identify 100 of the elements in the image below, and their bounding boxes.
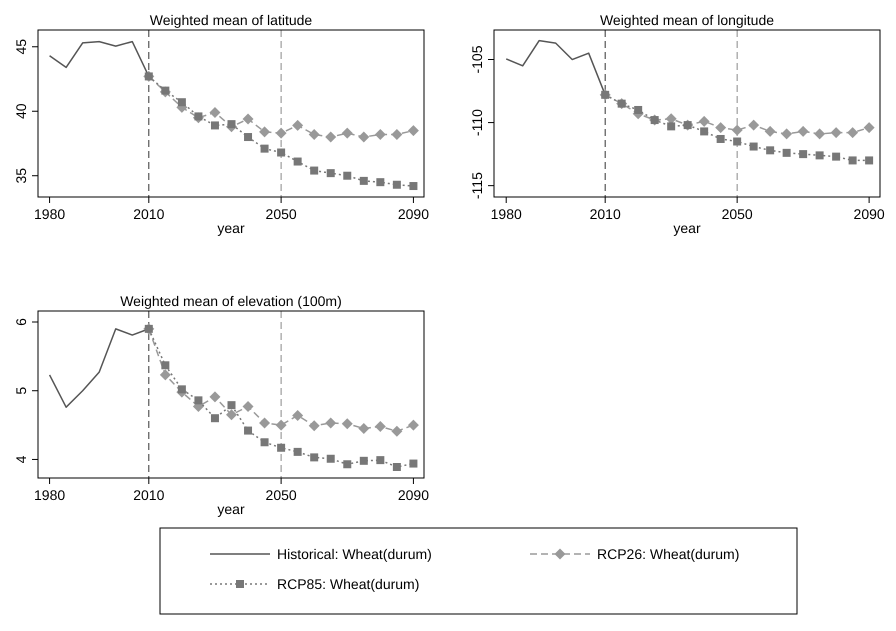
point — [209, 107, 220, 118]
point — [391, 128, 402, 140]
point — [161, 361, 170, 370]
x-tick-label: 2090 — [854, 206, 885, 222]
point — [178, 385, 186, 394]
point — [782, 148, 791, 157]
point — [226, 409, 237, 420]
y-tick-label: 5 — [13, 386, 29, 395]
point — [830, 127, 842, 138]
chart-title: Weighted mean of latitude — [150, 12, 312, 28]
point — [342, 128, 353, 139]
point — [244, 133, 252, 142]
point — [292, 410, 304, 421]
point — [374, 128, 386, 140]
point — [409, 182, 418, 190]
y-tick-label: 6 — [13, 318, 29, 326]
point — [814, 128, 826, 140]
point — [242, 113, 254, 124]
point — [160, 369, 171, 380]
x-tick-label: 2090 — [398, 206, 430, 222]
point — [325, 132, 336, 143]
point — [210, 414, 219, 422]
point — [308, 128, 320, 140]
point — [392, 180, 401, 189]
point — [294, 448, 302, 456]
point — [343, 172, 352, 180]
point — [161, 86, 170, 95]
y-tick-label: -105 — [469, 45, 485, 74]
point — [259, 126, 270, 138]
point — [408, 420, 419, 431]
point — [698, 116, 710, 127]
point — [326, 169, 335, 178]
point — [832, 152, 840, 161]
point — [376, 456, 384, 464]
point — [360, 456, 368, 465]
x-axis-title: year — [217, 220, 245, 236]
x-tick-label: 1980 — [34, 487, 66, 503]
y-tick-label: 40 — [13, 103, 29, 120]
point — [209, 391, 220, 402]
point — [798, 126, 809, 137]
point — [242, 401, 254, 412]
point — [194, 396, 202, 404]
point — [358, 423, 370, 434]
legend-label: RCP85: Wheat(durum) — [277, 576, 420, 592]
x-tick-label: 1980 — [490, 206, 522, 222]
point — [227, 120, 236, 128]
point — [178, 98, 186, 106]
point — [325, 418, 336, 429]
x-tick-label: 2050 — [722, 206, 753, 222]
legend-label: Historical: Wheat(durum) — [277, 546, 432, 562]
x-axis-title: year — [217, 501, 245, 517]
point — [260, 144, 269, 153]
point — [194, 112, 202, 120]
point — [343, 460, 352, 468]
x-axis-title: year — [673, 220, 701, 236]
point — [374, 420, 386, 432]
y-tick-label: -110 — [469, 108, 485, 136]
point — [276, 128, 287, 139]
point — [210, 121, 219, 130]
point — [732, 124, 743, 136]
x-tick-label: 1980 — [34, 206, 66, 222]
point — [260, 438, 269, 446]
y-tick-label: 45 — [13, 38, 29, 55]
chart-title: Weighted mean of longitude — [600, 12, 774, 28]
x-tick-label: 2050 — [266, 487, 297, 503]
point — [864, 122, 875, 134]
point — [391, 426, 402, 437]
point — [848, 156, 857, 164]
y-tick-label: -115 — [469, 172, 485, 200]
point — [634, 106, 642, 114]
point — [358, 132, 370, 143]
point — [277, 148, 286, 157]
point — [326, 454, 335, 463]
point — [409, 460, 418, 468]
point — [733, 138, 742, 146]
point — [276, 420, 287, 431]
point — [750, 142, 758, 151]
x-tick-label: 2090 — [398, 487, 430, 503]
point — [847, 127, 858, 138]
chart-title: Weighted mean of elevation (100m) — [120, 293, 342, 309]
point — [376, 178, 384, 186]
point — [748, 120, 760, 131]
point — [766, 146, 774, 154]
x-tick-label: 2010 — [133, 487, 165, 503]
x-tick-label: 2050 — [266, 206, 297, 222]
point — [310, 166, 318, 175]
point — [392, 463, 401, 472]
point — [799, 150, 808, 158]
y-tick-label: 4 — [13, 455, 29, 464]
point — [667, 122, 676, 130]
point — [310, 453, 318, 462]
point — [408, 125, 419, 136]
point — [227, 401, 236, 410]
x-tick-label: 2010 — [133, 206, 165, 222]
point — [715, 122, 726, 134]
x-tick-label: 2010 — [590, 206, 621, 222]
point — [308, 420, 320, 432]
point — [865, 156, 874, 164]
point — [259, 418, 270, 429]
point — [716, 134, 725, 143]
